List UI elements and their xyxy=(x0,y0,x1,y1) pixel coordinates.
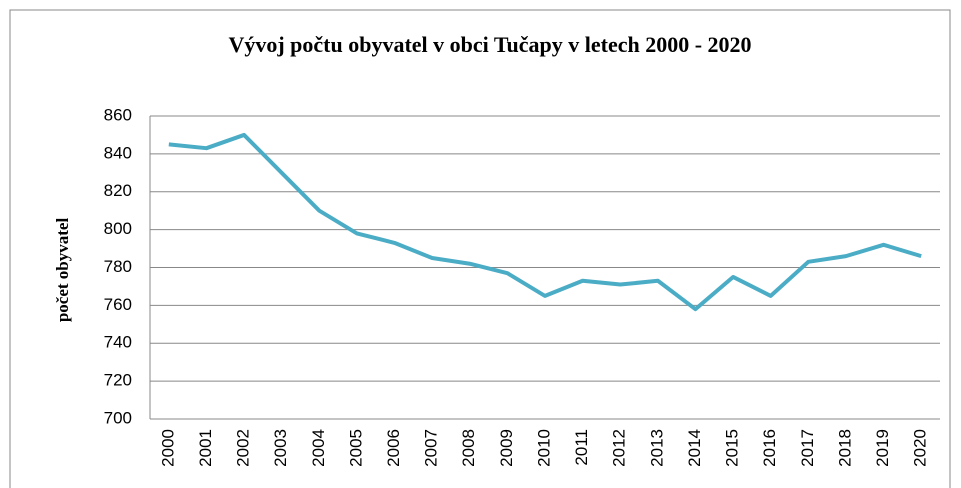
x-tick-label: 2017 xyxy=(798,429,817,467)
x-tick-label: 2004 xyxy=(309,429,328,467)
chart-title: Vývoj počtu obyvatel v obci Tučapy v let… xyxy=(228,32,751,57)
data-line xyxy=(168,132,922,312)
x-tick-label: 2013 xyxy=(647,429,666,467)
x-tick-label: 2008 xyxy=(459,429,478,467)
x-tick-label: 2010 xyxy=(534,429,553,467)
chart-frame xyxy=(9,9,951,488)
x-tick-label: 2005 xyxy=(346,429,365,467)
y-tick-label: 860 xyxy=(104,105,132,124)
x-tick-label: 2001 xyxy=(196,429,215,467)
x-tick-label: 2019 xyxy=(873,429,892,467)
x-tick-label: 2000 xyxy=(158,429,177,467)
y-tick-label: 780 xyxy=(104,257,132,276)
y-tick-label: 820 xyxy=(104,181,132,200)
y-tick-label: 760 xyxy=(104,295,132,314)
y-tick-label: 720 xyxy=(104,371,132,390)
y-tick-label: 740 xyxy=(104,333,132,352)
y-tick-label: 800 xyxy=(104,219,132,238)
x-tick-label: 2020 xyxy=(911,429,930,467)
x-tick-label: 2014 xyxy=(685,429,704,467)
x-tick-label: 2012 xyxy=(610,429,629,467)
x-tick-label: 2016 xyxy=(760,429,779,467)
x-tick-label: 2007 xyxy=(422,429,441,467)
x-tick-label: 2006 xyxy=(384,429,403,467)
y-axis-label: počet obyvatel xyxy=(53,218,72,323)
x-tick-label: 2002 xyxy=(234,429,253,467)
x-tick-label: 2015 xyxy=(723,429,742,467)
x-tick-label: 2009 xyxy=(497,429,516,467)
x-tick-label: 2003 xyxy=(271,429,290,467)
y-tick-label: 840 xyxy=(104,143,132,162)
x-tick-label: 2018 xyxy=(835,429,854,467)
x-tick-label: 2011 xyxy=(572,429,591,466)
y-tick-label: 700 xyxy=(104,408,132,427)
